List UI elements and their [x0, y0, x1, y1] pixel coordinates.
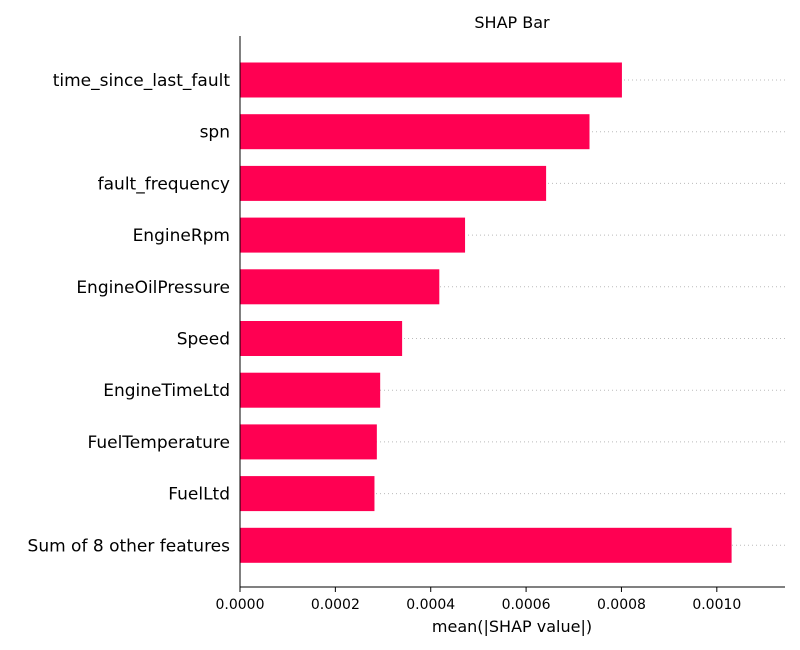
x-axis-label: mean(|SHAP value|) [432, 617, 592, 636]
bar [240, 424, 377, 460]
bar [240, 372, 381, 408]
bar [240, 527, 732, 563]
category-label: fault_frequency [98, 174, 230, 194]
row-guides [240, 79, 785, 546]
x-axis-ticks: 0.0000 0.0002 0.0004 0.0006 0.0008 0.0010 [216, 587, 741, 613]
bar [240, 321, 403, 356]
category-label: EngineTimeLtd [103, 381, 230, 401]
category-label: Speed [177, 330, 230, 350]
bars [240, 62, 732, 563]
category-label: EngineOilPressure [76, 278, 230, 298]
category-label: FuelTemperature [88, 433, 231, 453]
bar [240, 114, 590, 150]
bar [240, 165, 547, 201]
category-label: spn [200, 123, 230, 143]
bar [240, 62, 622, 98]
chart-title: SHAP Bar [474, 13, 550, 32]
bar [240, 476, 375, 512]
x-tick-label: 0.0006 [502, 597, 551, 613]
x-tick-label: 0.0004 [406, 597, 455, 613]
bar [240, 217, 466, 253]
x-tick-label: 0.0010 [692, 597, 741, 613]
x-tick-label: 0.0008 [597, 597, 646, 613]
category-label: Sum of 8 other features [28, 536, 231, 556]
bar [240, 269, 440, 305]
category-label: time_since_last_fault [53, 71, 231, 91]
category-label: EngineRpm [133, 226, 230, 246]
category-label: FuelLtd [168, 485, 230, 505]
x-tick-label: 0.0002 [311, 597, 360, 613]
x-tick-label: 0.0000 [216, 597, 265, 613]
